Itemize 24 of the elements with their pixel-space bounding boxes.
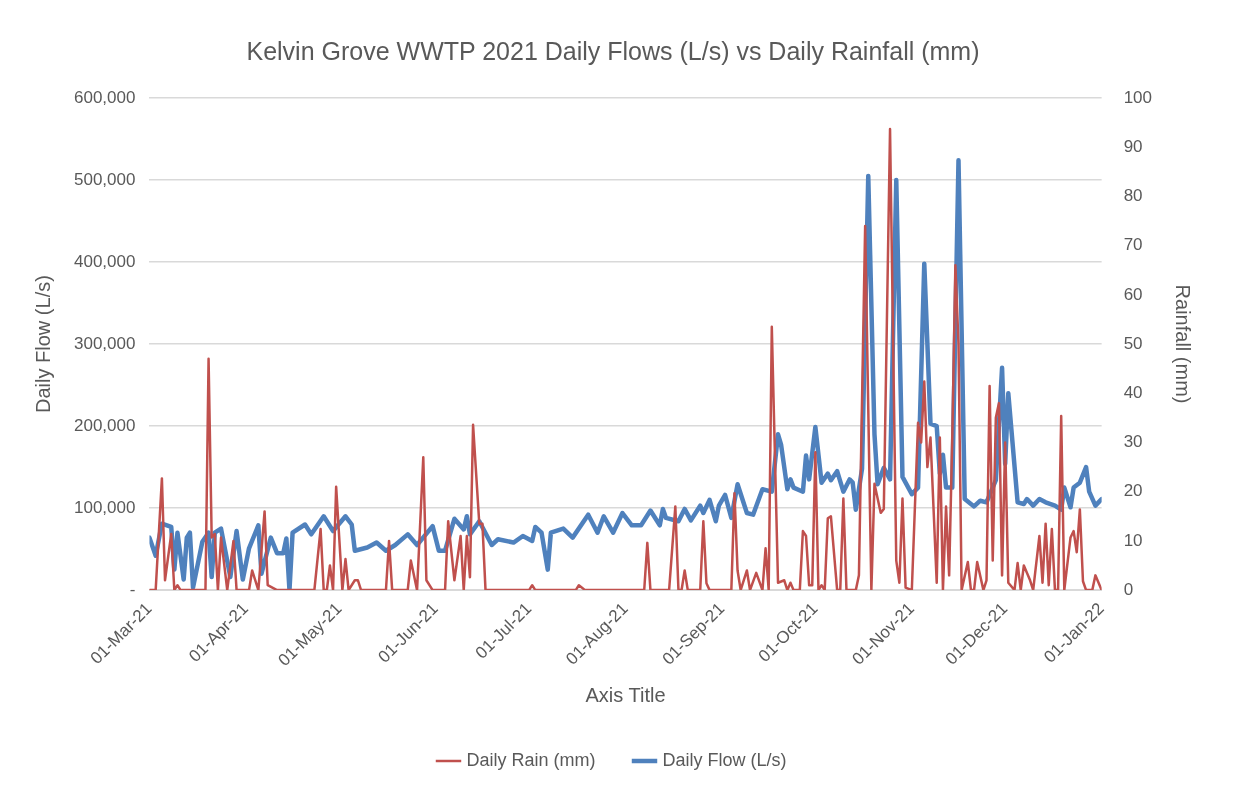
y-tick-label: 200,000 [74,415,136,435]
y2-tick-label: 50 [1123,333,1143,353]
legend-label: Daily Flow (L/s) [662,749,787,770]
y2-tick-label: 60 [1123,284,1143,304]
y2-tick-label: 70 [1123,235,1143,255]
y2-tick-label: 20 [1123,481,1143,501]
chart-title: Kelvin Grove WWTP 2021 Daily Flows (L/s) vs Daily Rainfall (mm) [246,36,980,65]
x-axis-title: Axis Title [585,683,666,706]
y2-axis-title: Rainfall (mm) [1172,284,1195,404]
y2-tick-label: 100 [1123,87,1153,107]
y2-tick-label: 80 [1123,186,1143,206]
y-axis-title: Daily Flow (L/s) [31,275,54,413]
y-tick-label: 500,000 [74,169,136,189]
y2-tick-label: 0 [1123,579,1134,599]
y-tick-label: 600,000 [74,87,136,107]
y2-tick-label: 90 [1123,136,1143,156]
y-tick-label: 100,000 [74,497,136,517]
y-tick-label: 400,000 [74,251,136,271]
legend-label: Daily Rain (mm) [466,749,596,770]
y2-tick-label: 40 [1123,382,1143,402]
y2-tick-label: 10 [1123,530,1143,550]
y2-tick-label: 30 [1123,432,1143,452]
y-tick-label: 300,000 [74,333,136,353]
y-tick-label: - [129,579,136,599]
